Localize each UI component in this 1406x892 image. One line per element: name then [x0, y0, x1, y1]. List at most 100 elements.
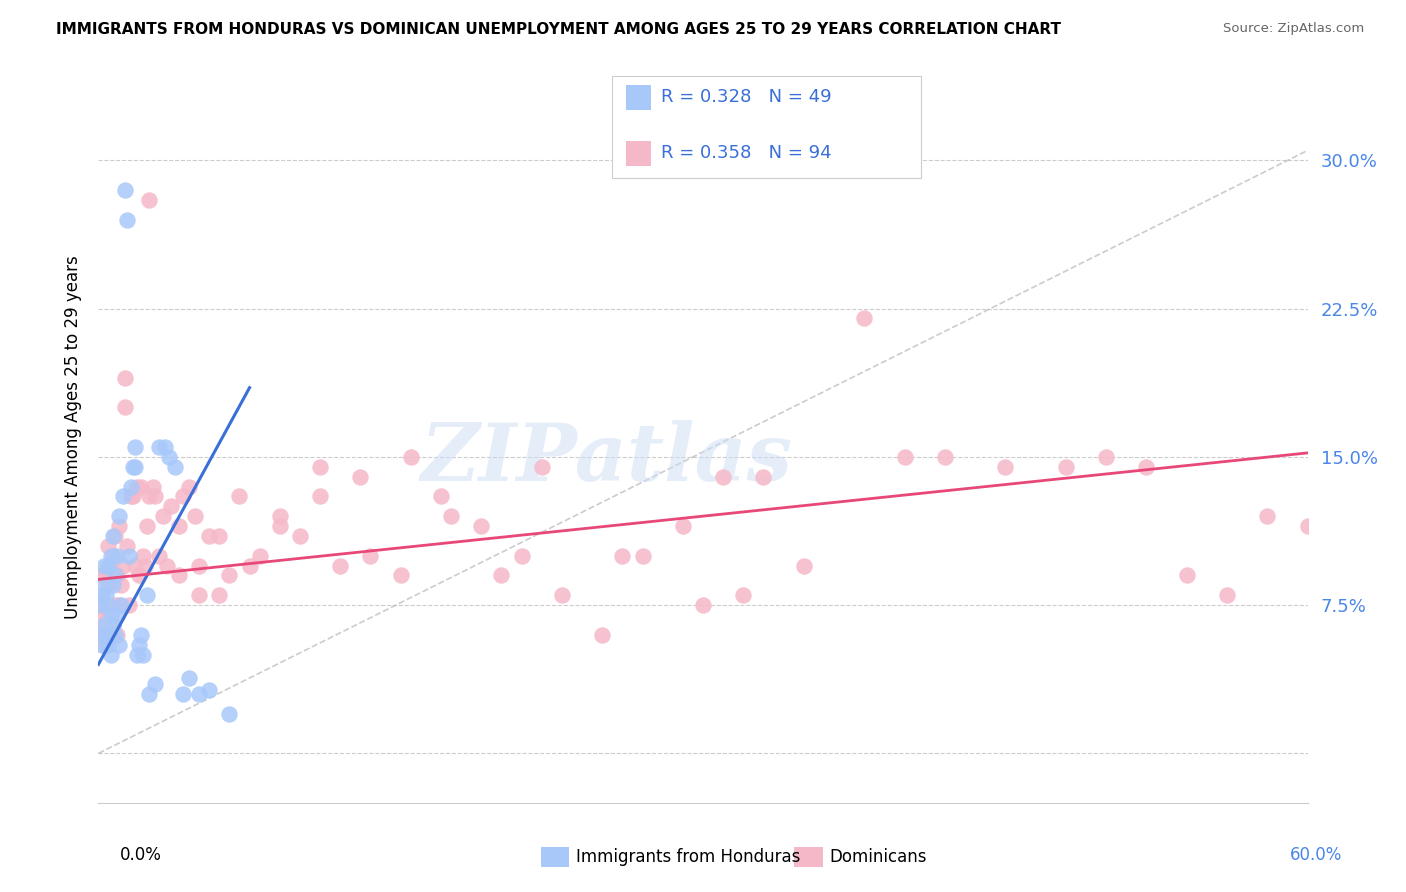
Point: [167, 519, 190, 533]
Text: R = 0.328   N = 49: R = 0.328 N = 49: [661, 88, 831, 106]
Point: [96, 618, 118, 632]
Point: [101, 549, 124, 563]
Point: [893, 450, 915, 464]
Point: [89, 598, 111, 612]
Point: [208, 588, 231, 602]
Point: [198, 683, 221, 698]
Point: [470, 519, 492, 533]
Point: [491, 568, 513, 582]
Point: [163, 459, 186, 474]
Point: [111, 489, 134, 503]
Point: [101, 618, 124, 632]
Text: Dominicans: Dominicans: [830, 848, 927, 866]
Point: [1256, 509, 1278, 524]
Point: [1175, 568, 1198, 582]
Point: [107, 509, 129, 524]
Point: [93, 598, 115, 612]
Point: [510, 549, 533, 563]
Point: [288, 529, 311, 543]
Point: [125, 479, 148, 493]
Point: [934, 450, 956, 464]
Point: [157, 450, 180, 464]
Point: [360, 549, 382, 563]
Point: [349, 469, 371, 483]
Point: [399, 450, 422, 464]
Point: [551, 588, 574, 602]
Point: [129, 628, 152, 642]
Point: [111, 558, 134, 573]
Point: [100, 607, 122, 622]
Point: [124, 558, 146, 573]
Point: [309, 489, 332, 503]
Point: [853, 311, 876, 326]
Point: [110, 598, 132, 612]
Point: [114, 183, 136, 197]
Point: [143, 489, 166, 503]
Point: [793, 558, 815, 573]
Point: [752, 469, 775, 483]
Point: [672, 519, 695, 533]
Text: 60.0%: 60.0%: [1291, 846, 1343, 863]
Point: [114, 401, 136, 415]
Point: [91, 638, 114, 652]
Point: [228, 489, 250, 503]
Point: [120, 479, 142, 493]
Point: [91, 588, 114, 602]
Point: [1135, 459, 1157, 474]
Point: [138, 687, 160, 701]
Point: [96, 588, 118, 602]
Point: [711, 469, 734, 483]
Point: [135, 588, 157, 602]
Text: Immigrants from Honduras: Immigrants from Honduras: [576, 848, 801, 866]
Point: [107, 519, 129, 533]
Text: R = 0.358   N = 94: R = 0.358 N = 94: [661, 145, 831, 162]
Point: [309, 459, 332, 474]
Point: [135, 519, 157, 533]
Point: [389, 568, 412, 582]
Point: [110, 578, 132, 592]
Point: [89, 607, 111, 622]
Point: [172, 489, 194, 503]
Point: [96, 628, 118, 642]
Point: [208, 529, 231, 543]
Point: [115, 539, 138, 553]
Point: [93, 578, 115, 592]
Point: [121, 489, 143, 503]
Point: [188, 687, 211, 701]
Point: [105, 568, 128, 582]
Point: [631, 549, 654, 563]
Point: [188, 588, 211, 602]
Point: [120, 489, 142, 503]
Point: [733, 588, 755, 602]
Point: [591, 628, 613, 642]
Point: [103, 529, 125, 543]
Point: [100, 628, 122, 642]
Point: [129, 479, 152, 493]
Point: [430, 489, 453, 503]
Point: [97, 539, 120, 553]
Point: [91, 628, 114, 642]
Point: [97, 607, 120, 622]
Point: [107, 638, 129, 652]
Point: [105, 628, 128, 642]
Point: [160, 500, 183, 514]
Point: [530, 459, 553, 474]
Point: [121, 459, 143, 474]
Point: [143, 677, 166, 691]
Point: [132, 549, 155, 563]
Point: [994, 459, 1017, 474]
Text: 0.0%: 0.0%: [120, 846, 162, 863]
Point: [97, 558, 120, 573]
Point: [97, 638, 120, 652]
Point: [100, 648, 122, 662]
Point: [1054, 459, 1077, 474]
Point: [105, 607, 128, 622]
Point: [114, 371, 136, 385]
Point: [101, 529, 124, 543]
Point: [128, 638, 150, 652]
Point: [167, 568, 190, 582]
Point: [218, 568, 240, 582]
Point: [179, 479, 201, 493]
Point: [91, 568, 114, 582]
Point: [148, 549, 170, 563]
